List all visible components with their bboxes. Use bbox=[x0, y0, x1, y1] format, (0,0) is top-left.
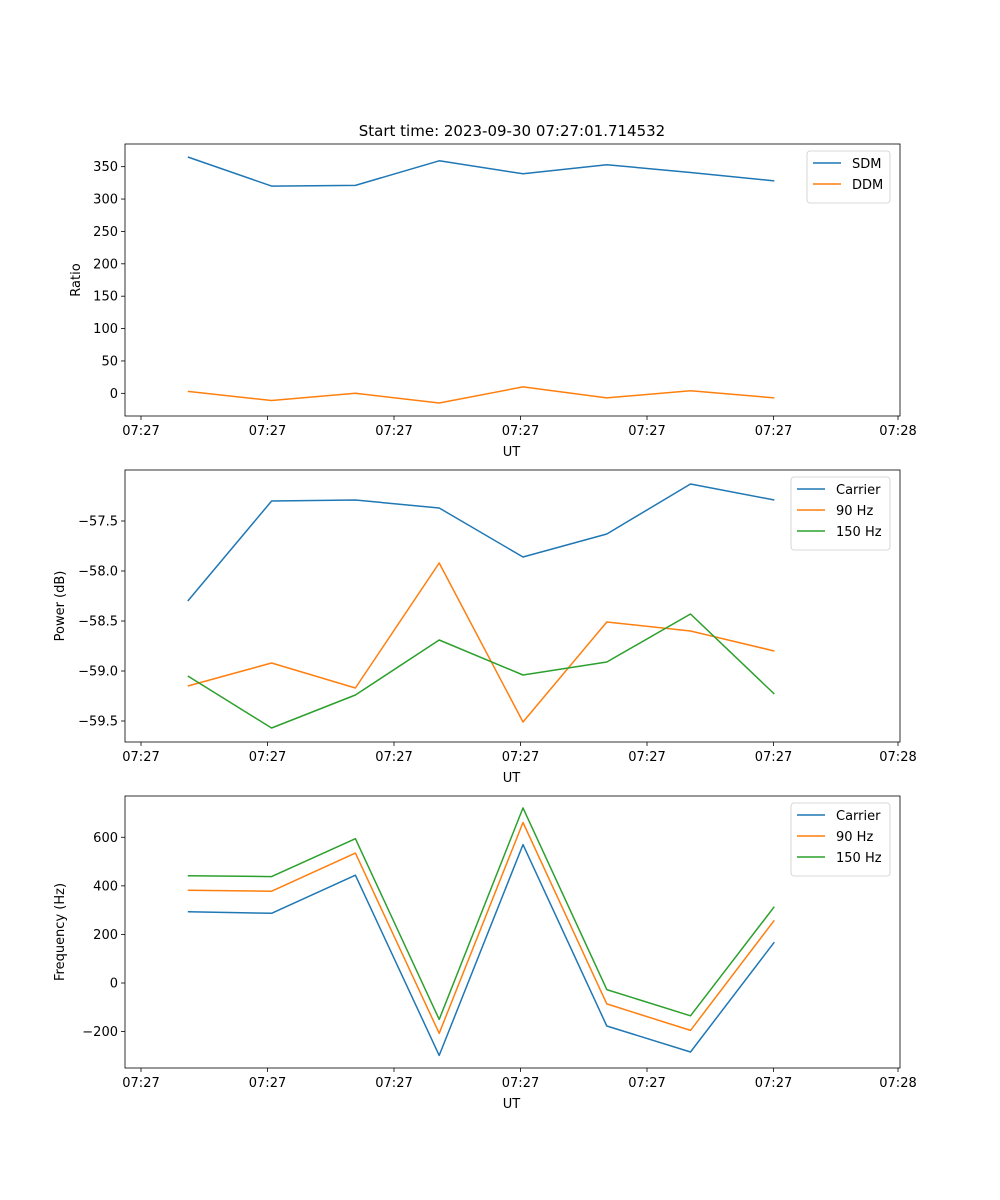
y-axis-label: Frequency (Hz) bbox=[53, 883, 68, 981]
series-group bbox=[187, 483, 775, 729]
x-tick-label: 07:27 bbox=[122, 1076, 159, 1091]
x-axis-label: UT bbox=[503, 1097, 521, 1112]
chart-panel-1: 07:27 07:27 07:27 07:27 07:27 07:27 07:28 UT 0 50… bbox=[69, 143, 917, 460]
x-tick-label: 07:27 bbox=[755, 750, 792, 765]
legend: Carrier 90 Hz 150 Hz bbox=[790, 476, 891, 551]
x-tick-label: 07:27 bbox=[375, 424, 412, 439]
x-tick-label: 07:27 bbox=[755, 1076, 792, 1091]
x-tick-label: 07:27 bbox=[122, 424, 159, 439]
y-tick-label: 150 bbox=[93, 290, 118, 305]
axes-frame bbox=[124, 469, 901, 743]
legend-label: 150 Hz bbox=[836, 525, 882, 540]
y-tick-label: −57.5 bbox=[78, 515, 118, 530]
legend-label: SDM bbox=[852, 157, 881, 172]
series-line-150-hz bbox=[187, 807, 775, 1021]
y-tick-label: 250 bbox=[93, 225, 118, 240]
series-line-90-hz bbox=[187, 821, 775, 1035]
x-tick-label: 07:27 bbox=[249, 1076, 286, 1091]
panels: 07:27 07:27 07:27 07:27 07:27 07:27 07:28 UT 0 50… bbox=[53, 143, 917, 1112]
axes-frame bbox=[124, 795, 901, 1069]
axes-frame bbox=[124, 143, 901, 417]
x-tick-label: 07:27 bbox=[628, 424, 665, 439]
legend-label: 90 Hz bbox=[836, 830, 873, 845]
legend: Carrier 90 Hz 150 Hz bbox=[790, 802, 891, 877]
x-tick-label: 07:27 bbox=[249, 750, 286, 765]
y-tick-label: 0 bbox=[110, 977, 118, 992]
series-line-carrier bbox=[187, 483, 775, 602]
y-tick-label: 400 bbox=[93, 879, 118, 894]
legend-box bbox=[806, 150, 891, 204]
legend: SDM DDM bbox=[806, 150, 891, 204]
x-tick-label: 07:28 bbox=[879, 424, 916, 439]
x-axis-label: UT bbox=[503, 445, 521, 460]
x-tick-label: 07:27 bbox=[249, 424, 286, 439]
x-tick-label: 07:28 bbox=[879, 1076, 916, 1091]
x-tick-label: 07:27 bbox=[755, 424, 792, 439]
legend-label: Carrier bbox=[836, 809, 881, 824]
figure-title: Start time: 2023-09-30 07:27:01.714532 bbox=[359, 122, 665, 140]
series-line-ddm bbox=[187, 386, 775, 404]
y-tick-label: 200 bbox=[93, 257, 118, 272]
series-group bbox=[187, 156, 775, 404]
y-tick-label: 300 bbox=[93, 193, 118, 208]
legend-label: 90 Hz bbox=[836, 504, 873, 519]
x-tick-label: 07:28 bbox=[879, 750, 916, 765]
y-tick-label: −200 bbox=[82, 1025, 118, 1040]
y-axis-label: Power (dB) bbox=[53, 571, 68, 642]
y-tick-label: 200 bbox=[93, 928, 118, 943]
series-line-sdm bbox=[187, 156, 775, 187]
y-tick-label: −58.0 bbox=[78, 565, 118, 580]
legend-label: 150 Hz bbox=[836, 851, 882, 866]
x-tick-label: 07:27 bbox=[502, 424, 539, 439]
y-tick-label: −59.5 bbox=[78, 715, 118, 730]
x-tick-label: 07:27 bbox=[375, 1076, 412, 1091]
chart-panel-3: 07:27 07:27 07:27 07:27 07:27 07:27 07:28 UT −20… bbox=[53, 795, 917, 1112]
x-tick-label: 07:27 bbox=[628, 1076, 665, 1091]
y-tick-label: 0 bbox=[110, 387, 118, 402]
x-axis-label: UT bbox=[503, 771, 521, 786]
y-tick-label: 50 bbox=[101, 354, 118, 369]
series-line-carrier bbox=[187, 843, 775, 1057]
chart-panel-2: 07:27 07:27 07:27 07:27 07:27 07:27 07:28 UT −59… bbox=[53, 469, 917, 786]
x-tick-label: 07:27 bbox=[375, 750, 412, 765]
y-tick-label: 100 bbox=[93, 322, 118, 337]
x-tick-label: 07:27 bbox=[628, 750, 665, 765]
y-axis-label: Ratio bbox=[69, 263, 84, 296]
legend-label: Carrier bbox=[836, 483, 881, 498]
series-line-150-hz bbox=[187, 613, 775, 729]
y-tick-label: −59.0 bbox=[78, 665, 118, 680]
legend-label: DDM bbox=[852, 178, 883, 193]
y-tick-label: 350 bbox=[93, 160, 118, 175]
x-tick-label: 07:27 bbox=[122, 750, 159, 765]
y-tick-label: −58.5 bbox=[78, 615, 118, 630]
x-tick-label: 07:27 bbox=[502, 750, 539, 765]
y-tick-label: 600 bbox=[93, 831, 118, 846]
series-group bbox=[187, 807, 775, 1057]
x-tick-label: 07:27 bbox=[502, 1076, 539, 1091]
series-line-90-hz bbox=[187, 562, 775, 723]
